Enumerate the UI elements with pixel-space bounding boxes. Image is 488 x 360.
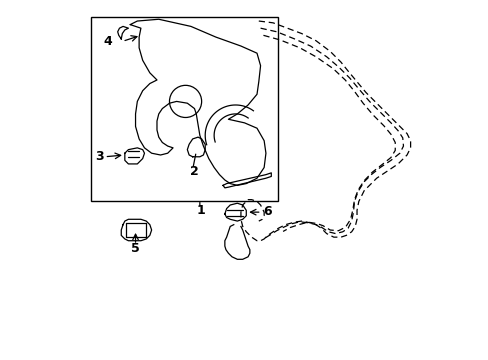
Text: 3: 3 [95, 150, 103, 163]
Text: 4: 4 [103, 35, 112, 48]
Text: 1: 1 [197, 204, 205, 217]
Text: 6: 6 [263, 204, 271, 218]
Bar [91, 18, 278, 202]
Text: 5: 5 [131, 242, 140, 255]
Text: 2: 2 [189, 165, 198, 177]
